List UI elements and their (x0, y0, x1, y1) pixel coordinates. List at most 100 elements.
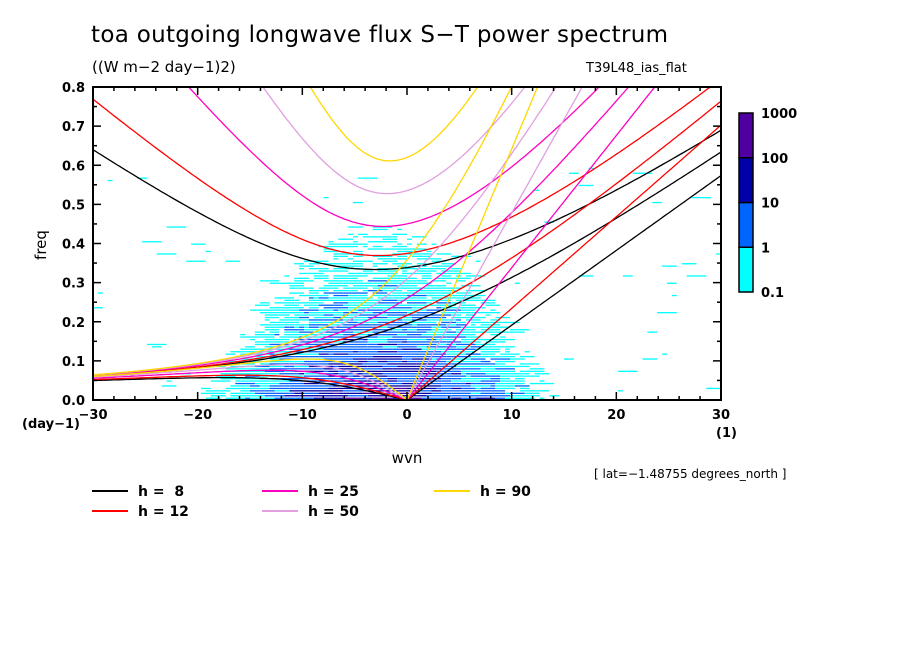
spectrum-cell (578, 275, 594, 277)
spectrum-cell (431, 260, 447, 262)
spectrum-cell (436, 314, 452, 316)
spectrum-cell (308, 380, 319, 382)
spectrum-cell (495, 360, 501, 363)
spectrum-cell (529, 395, 540, 397)
spectrum-cell (392, 292, 412, 294)
spectrum-cell (333, 338, 339, 341)
spectrum-cell (470, 316, 486, 319)
spectrum-cell (411, 236, 427, 238)
spectrum-cell (377, 334, 383, 336)
spectrum-cell (284, 385, 290, 387)
spectrum-cell (407, 397, 422, 399)
colorbar-segment (738, 112, 754, 159)
spectrum-cell (357, 390, 368, 392)
spectrum-cell (259, 385, 270, 387)
spectrum-cell (259, 302, 270, 304)
spectrum-cell (495, 370, 515, 372)
spectrum-cell (245, 370, 265, 372)
spectrum-cell (357, 316, 368, 319)
spectrum-cell (343, 280, 349, 282)
spectrum-cell (451, 268, 461, 270)
spectrum-cell (367, 343, 378, 346)
inertia-gravity-curve-h8 (93, 129, 721, 271)
spectrum-cell (338, 370, 349, 372)
colorbar-label: 1 (761, 241, 770, 256)
spectrum-cell (304, 392, 319, 394)
spectrum-cell (299, 312, 304, 314)
spectrum-cell (323, 285, 334, 287)
spectrum-cell (348, 307, 363, 309)
spectrum-cell (436, 277, 456, 279)
spectrum-cell (446, 373, 452, 375)
spectrum-cell (495, 346, 515, 348)
spectrum-cell (392, 297, 412, 299)
spectrum-cell (343, 395, 349, 397)
spectrum-cell (426, 331, 447, 333)
spectrum-cell (318, 297, 329, 299)
spectrum-cell (304, 395, 324, 397)
spectrum-cell (254, 341, 265, 343)
spectrum-cell (470, 395, 491, 397)
spectrum-cell (348, 395, 368, 397)
spectrum-cell (333, 277, 339, 279)
spectrum-cell (323, 329, 329, 331)
spectrum-cell (264, 346, 270, 348)
spectrum-cell (372, 255, 393, 257)
spectrum-cell (269, 368, 290, 370)
spectrum-cell (284, 316, 290, 319)
spectrum-cell (284, 282, 290, 284)
spectrum-cell (328, 382, 349, 385)
spectrum-cell (367, 351, 378, 353)
spectrum-cell (240, 358, 250, 360)
spectrum-cell (97, 292, 103, 294)
spectrum-cell (387, 321, 407, 324)
spectrum-cell (289, 390, 309, 392)
eig0-curve-h25 (406, 87, 630, 299)
spectrum-cell (353, 326, 373, 328)
spectrum-cell (377, 351, 398, 353)
spectrum-cell (421, 397, 427, 399)
spectrum-cell (426, 304, 437, 306)
spectrum-cell (416, 280, 427, 282)
spectrum-cell (524, 375, 540, 377)
spectrum-cell (716, 253, 721, 255)
spectrum-cell (353, 356, 358, 358)
spectrum-cell (431, 353, 447, 355)
spectrum-cell (353, 255, 363, 257)
spectrum-cell (245, 387, 260, 390)
spectrum-cell (284, 307, 304, 309)
spectrum-cell (436, 378, 442, 380)
spectrum-cell (446, 375, 466, 377)
spectrum-cell (308, 356, 319, 358)
spectrum-cell (436, 373, 447, 375)
spectrum-cell (264, 326, 285, 328)
spectrum-cell (362, 363, 378, 365)
spectrum-cell (367, 360, 378, 363)
spectrum-cell (387, 341, 403, 343)
y-tick-label: 0.3 (62, 277, 85, 292)
spectrum-cell (485, 375, 501, 377)
spectrum-cell (451, 373, 461, 375)
spectrum-cell (333, 275, 353, 277)
spectrum-cell (289, 282, 304, 284)
spectrum-cell (230, 365, 241, 368)
spectrum-cell (348, 382, 363, 385)
spectrum-cell (343, 324, 353, 326)
spectrum-cell (186, 260, 206, 262)
spectrum-cell (269, 390, 275, 392)
spectrum-cell (294, 314, 309, 316)
spectrum-cell (485, 392, 506, 394)
spectrum-cell (220, 373, 236, 375)
spectrum-cell (279, 336, 285, 338)
spectrum-cell (387, 275, 393, 277)
spectrum-cell (407, 238, 412, 240)
spectrum-cell (416, 382, 432, 385)
spectrum-cell (456, 321, 466, 324)
spectrum-cell (367, 338, 388, 341)
spectrum-cell (328, 241, 334, 243)
spectrum-cell (539, 397, 545, 399)
mrg-curve-h12 (93, 314, 408, 377)
spectrum-cell (259, 336, 275, 338)
spectrum-cell (343, 282, 353, 284)
spectrum-cell (367, 260, 373, 262)
